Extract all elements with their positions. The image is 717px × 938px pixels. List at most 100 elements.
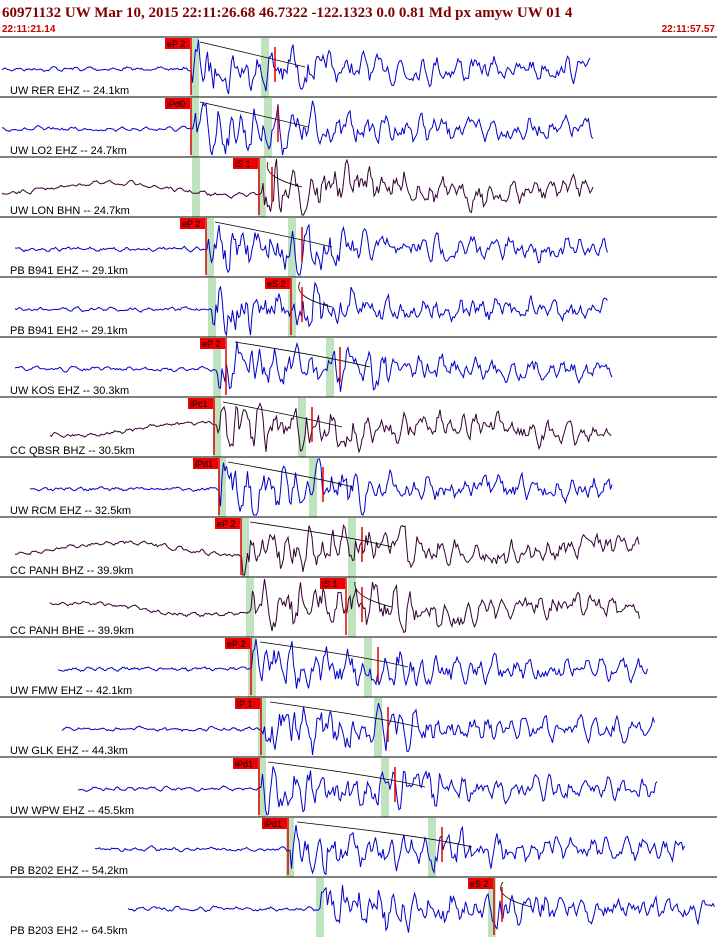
waveform: [14, 341, 613, 392]
trace-label: UW GLK EHZ -- 44.3km: [10, 745, 128, 757]
travel-time-curve: [249, 521, 393, 548]
waveform: [1, 158, 594, 216]
pick-box: [165, 98, 190, 109]
travel-time-curve: [214, 221, 333, 248]
travel-time-curve: [222, 401, 343, 428]
trace-label: UW KOS EHZ -- 30.3km: [10, 385, 129, 397]
travel-time-curve: [267, 761, 426, 788]
trace-label: PB B203 EH2 -- 64.5km: [10, 925, 127, 937]
p-window: [191, 38, 199, 97]
s-window: [381, 758, 389, 817]
pick-box: [215, 518, 240, 529]
pick-label: iS 1: [235, 159, 251, 169]
pick-label: eP 2: [167, 39, 185, 49]
pick-box: [262, 818, 287, 829]
trace-label: CC QBSR BHZ -- 30.5km: [10, 445, 135, 457]
travel-time-curve: [199, 101, 309, 128]
p-window: [258, 698, 266, 757]
trace-label: PB B941 EH2 -- 29.1km: [10, 325, 127, 337]
waveform: [57, 638, 648, 689]
pick-box: [233, 758, 258, 769]
pick-label: eS 2: [267, 279, 286, 289]
pick-box: [188, 398, 213, 409]
p-window: [213, 338, 221, 397]
s-window: [428, 818, 436, 877]
s-window: [348, 518, 356, 577]
waveform: [49, 402, 612, 454]
waveform: [14, 281, 608, 337]
trace-label: UW RCM EHZ -- 32.5km: [10, 505, 131, 517]
pick-box: [193, 458, 218, 469]
event-title: 60971132 UW Mar 10, 2015 22:11:26.68 46.…: [2, 5, 573, 21]
start-time: 22:11:21.14: [2, 24, 56, 35]
pick-label: iS 1: [322, 579, 338, 589]
waveform: [77, 766, 658, 816]
waveform: [127, 884, 715, 933]
s-window: [288, 278, 296, 337]
pick-box: [180, 218, 205, 229]
p-window: [192, 158, 200, 217]
pick-label: iP 1: [237, 699, 252, 709]
pick-label: iPd1: [264, 819, 282, 829]
pick-label: eP 2: [182, 219, 200, 229]
s-window: [488, 878, 496, 937]
travel-time-curve: [199, 41, 306, 68]
pick-label: iPd0: [167, 99, 185, 109]
travel-time-curve: [296, 821, 473, 848]
pick-label: eP 2: [227, 639, 245, 649]
pick-box: [165, 38, 190, 49]
waveform: [49, 578, 640, 634]
trace-label: CC PANH BHZ -- 39.9km: [10, 565, 133, 577]
travel-time-curve: [259, 641, 409, 668]
p-window: [258, 758, 266, 817]
p-window: [241, 518, 249, 577]
p-window: [218, 458, 226, 517]
p-window: [246, 578, 254, 637]
pick-box: [235, 698, 260, 709]
trace-label: UW LO2 EHZ -- 24.7km: [10, 145, 127, 157]
trace-label: PB B202 EHZ -- 54.2km: [10, 865, 128, 877]
p-window: [286, 818, 294, 877]
s-window: [298, 398, 306, 457]
travel-time-curve: [234, 341, 371, 368]
travel-time-curve: [269, 701, 419, 728]
s-window: [264, 98, 272, 157]
s-window: [309, 458, 317, 517]
waveform: [2, 100, 594, 156]
trace-label: UW FMW EHZ -- 42.1km: [10, 685, 132, 697]
trace-label: UW WPW EHZ -- 45.5km: [10, 805, 134, 817]
pick-label: iPc1: [190, 399, 208, 409]
p-window: [206, 218, 214, 277]
waveform: [14, 223, 608, 276]
trace-label: UW LON BHN -- 24.7km: [10, 205, 130, 217]
s-window: [288, 218, 296, 277]
pick-box: [225, 638, 250, 649]
waveform: [1, 39, 591, 95]
trace-label: UW RER EHZ -- 24.1km: [10, 85, 129, 97]
waveform: [30, 458, 613, 516]
travel-time-curve: [227, 461, 354, 488]
pick-label: iPd1: [235, 759, 253, 769]
end-time: 22:11:57.57: [662, 24, 716, 35]
s-window: [326, 338, 334, 397]
pick-box: [200, 338, 225, 349]
p-window: [191, 98, 199, 157]
p-window: [208, 278, 216, 337]
waveform: [94, 824, 685, 876]
travel-time-curve: [266, 161, 303, 188]
trace-label: CC PANH BHE -- 39.9km: [10, 625, 134, 637]
pick-box: [265, 278, 290, 289]
pick-box: [320, 578, 345, 589]
pick-box: [233, 158, 258, 169]
pick-label: eP 2: [217, 519, 235, 529]
pick-label: eP 2: [202, 339, 220, 349]
s-window: [261, 38, 269, 97]
waveform: [14, 523, 640, 576]
s-window: [364, 638, 372, 697]
s-window: [374, 698, 382, 757]
travel-time-curve: [298, 281, 333, 308]
waveform: [61, 702, 655, 756]
pick-label: iPd1: [195, 459, 213, 469]
